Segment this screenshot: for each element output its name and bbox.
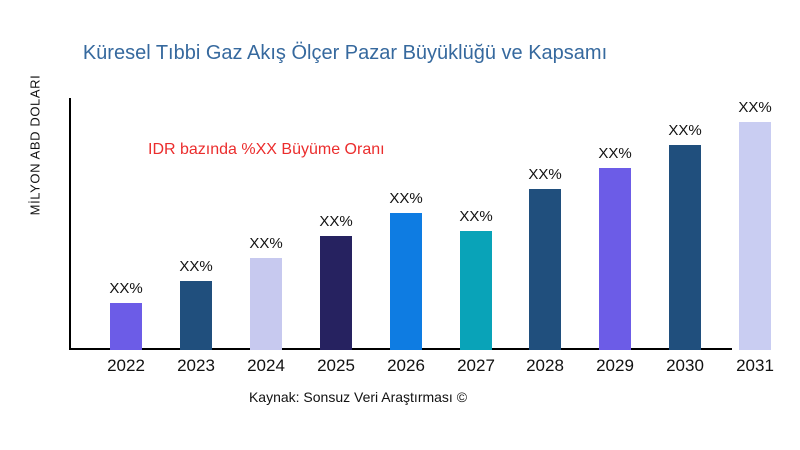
x-tick-label: 2027 [457, 356, 495, 375]
growth-annotation: IDR bazında %XX Büyüme Oranı [148, 141, 385, 158]
bar-2024 [250, 258, 282, 350]
bar-2028 [529, 189, 561, 350]
bar-value-label: XX% [249, 235, 283, 252]
bar-value-label: XX% [668, 122, 702, 139]
y-axis-line [69, 98, 71, 350]
bar-2026 [390, 213, 422, 350]
x-tick-label: 2028 [526, 356, 564, 375]
bar-2031 [739, 122, 771, 350]
bar-value-label: XX% [179, 258, 213, 275]
bar-value-label: XX% [598, 145, 632, 162]
source-caption: Kaynak: Sonsuz Veri Araştırması © [248, 389, 468, 405]
bar-2023 [180, 281, 212, 350]
bar-value-label: XX% [459, 208, 493, 225]
x-tick-label: 2024 [247, 356, 285, 375]
bar-2022 [110, 303, 142, 350]
x-tick-label: 2031 [736, 356, 774, 375]
x-tick-label: 2023 [177, 356, 215, 375]
bar-value-label: XX% [738, 99, 772, 116]
y-axis-label: MİLYON ABD DOLARI [27, 74, 43, 216]
bar-2029 [599, 168, 631, 350]
x-tick-label: 2030 [666, 356, 704, 375]
bar-value-label: XX% [319, 213, 353, 230]
bar-value-label: XX% [389, 190, 423, 207]
bar-value-label: XX% [109, 280, 143, 297]
chart-title: Küresel Tıbbi Gaz Akış Ölçer Pazar Büyük… [82, 42, 608, 64]
x-tick-label: 2029 [596, 356, 634, 375]
bar-2027 [460, 231, 492, 350]
x-tick-label: 2026 [387, 356, 425, 375]
x-tick-label: 2025 [317, 356, 355, 375]
bar-2025 [320, 236, 352, 350]
bar-value-label: XX% [528, 166, 562, 183]
x-tick-label: 2022 [107, 356, 145, 375]
bar-2030 [669, 145, 701, 350]
